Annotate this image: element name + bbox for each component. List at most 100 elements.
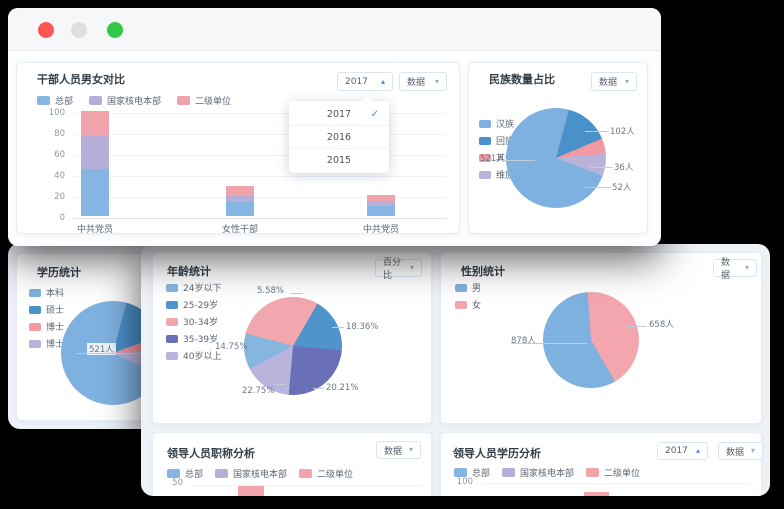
bar-segment[interactable] <box>584 492 609 496</box>
legend-swatch <box>299 469 313 478</box>
legend-swatch <box>479 153 491 162</box>
card-title: 干部人员男女对比 <box>37 73 125 86</box>
card-age-pie-chart: 年龄统计 百分比 ▾ 24岁以下 25-29岁 30-34岁 35-39岁 40… <box>152 252 432 424</box>
age-pie[interactable] <box>244 297 342 395</box>
data-select[interactable]: 数据 ▾ <box>713 258 757 281</box>
bar-group[interactable] <box>367 195 395 216</box>
data-select-value: 数据 <box>407 78 426 88</box>
legend-swatch <box>177 96 191 105</box>
legend-item[interactable]: 其他 <box>479 151 514 164</box>
pie-value-label: 20.21% <box>326 383 359 393</box>
legend-item[interactable]: 汉族 <box>479 117 514 130</box>
window-titlebar[interactable] <box>8 8 661 51</box>
close-button[interactable] <box>38 22 54 38</box>
legend-swatch <box>215 469 229 478</box>
chart-legend: 总部 国家核电本部 二级单位 <box>37 94 231 107</box>
year-dropdown-menu: 2017 ✓ 2016 2015 <box>289 101 389 173</box>
year-select[interactable]: 2017 ▴ <box>337 72 393 91</box>
legend-item[interactable]: 本科 <box>29 286 73 299</box>
legend-item[interactable]: 博士后 <box>29 337 73 350</box>
menu-item-2016[interactable]: 2016 <box>289 126 389 149</box>
legend-item[interactable]: 国家核电本部 <box>89 94 161 107</box>
data-select[interactable]: 百分比 ▾ <box>375 258 422 281</box>
legend-swatch <box>29 322 41 331</box>
data-select[interactable]: 数据 ▾ <box>399 72 447 91</box>
chart-legend: 总部 国家核电本部 二级单位 <box>167 467 353 480</box>
pie-value-label: 14.75% <box>215 342 248 352</box>
chevron-down-icon: ▾ <box>434 76 439 86</box>
gridline <box>73 113 447 114</box>
gridline <box>481 483 749 484</box>
pie-value-label: 878人 <box>511 336 536 346</box>
legend-item[interactable]: 40岁以上 <box>166 349 221 362</box>
legend-item[interactable]: 25-29岁 <box>166 298 221 311</box>
card-title: 性别统计 <box>461 265 505 278</box>
legend-swatch <box>29 305 41 314</box>
chevron-down-icon: ▾ <box>409 263 414 272</box>
legend-item[interactable]: 二级单位 <box>299 467 353 480</box>
x-axis-category: 中共党员 <box>362 225 399 235</box>
legend-swatch <box>479 170 491 179</box>
legend-item[interactable]: 总部 <box>37 94 73 107</box>
legend-item[interactable]: 二级单位 <box>177 94 231 107</box>
card-leader-title-bar-chart: 领导人员职称分析 数据 ▾ 总部 国家核电本部 二级单位 50 <box>152 432 432 496</box>
legend-item[interactable]: 回族 <box>479 134 514 147</box>
label-leader-line <box>275 384 286 385</box>
legend-item[interactable]: 国家核电本部 <box>215 467 287 480</box>
data-select[interactable]: 数据 ▾ <box>376 441 421 459</box>
x-axis-category: 中共党员 <box>76 225 113 235</box>
ethnic-pie[interactable] <box>506 108 606 208</box>
card-leader-education-bar-chart: 领导人员学历分析 2017 ▴ 数据 ▾ 总部 国家核电本部 二级单位 100 <box>440 432 763 496</box>
legend-item[interactable]: 30-34岁 <box>166 315 221 328</box>
legend-item[interactable]: 国家核电本部 <box>502 466 574 479</box>
gridline <box>73 134 447 135</box>
legend-item[interactable]: 维族 <box>479 168 514 181</box>
bar-group[interactable] <box>81 111 109 216</box>
legend-item[interactable]: 35-39岁 <box>166 332 221 345</box>
legend-swatch <box>29 288 41 297</box>
y-axis-tick: 80 <box>54 129 65 139</box>
legend-swatch <box>166 300 178 309</box>
legend-swatch <box>166 351 178 360</box>
legend-item[interactable]: 总部 <box>454 466 490 479</box>
label-leader-line <box>291 293 303 294</box>
menu-item-2017[interactable]: 2017 ✓ <box>289 103 389 126</box>
menu-item-2015[interactable]: 2015 <box>326 154 352 166</box>
legend-swatch <box>29 339 41 348</box>
legend-swatch <box>167 469 180 478</box>
year-select[interactable]: 2017 ▴ <box>657 442 708 460</box>
y-axis-tick: 40 <box>54 171 65 181</box>
legend-item[interactable]: 女 <box>455 298 481 311</box>
gender-pie[interactable] <box>543 292 639 388</box>
label-leader-line <box>332 327 344 328</box>
minimize-button[interactable] <box>71 22 87 38</box>
legend-swatch <box>166 317 178 326</box>
pie-value-label: 102人 <box>610 127 635 137</box>
chart-legend: 本科 硕士 博士 博士后 <box>29 286 73 350</box>
data-select[interactable]: 数据 ▾ <box>718 442 763 460</box>
pie-value-label: 22.75% <box>242 386 275 396</box>
bar-segment[interactable] <box>238 486 264 496</box>
y-axis-tick: 100 <box>456 477 473 487</box>
gridline <box>73 176 447 177</box>
zoom-button[interactable] <box>107 22 123 38</box>
legend-swatch <box>166 334 178 343</box>
card-gender-pie-chart: 性别统计 数据 ▾ 男 女 878人 658人 <box>440 252 762 424</box>
legend-item[interactable]: 硕士 <box>29 303 73 316</box>
legend-item[interactable]: 男 <box>455 281 481 294</box>
legend-item[interactable]: 总部 <box>167 467 203 480</box>
label-leader-line <box>585 131 609 132</box>
card-title: 年龄统计 <box>167 265 211 278</box>
legend-item[interactable]: 24岁以下 <box>166 281 221 294</box>
legend-item[interactable]: 二级单位 <box>586 466 640 479</box>
legend-item[interactable]: 博士 <box>29 320 73 333</box>
label-leader-line <box>585 187 611 188</box>
card-ethnic-pie-chart: 民族数量占比 数据 ▾ 汉族 回族 其他 维族 102人 36人 52人 <box>468 62 648 234</box>
label-leader-line <box>511 343 587 344</box>
bar-group[interactable] <box>226 185 254 216</box>
gridline <box>73 155 447 156</box>
data-select[interactable]: 数据 ▾ <box>591 72 637 91</box>
legend-swatch <box>454 468 467 477</box>
legend-swatch <box>89 96 103 105</box>
card-title: 学历统计 <box>37 266 81 279</box>
